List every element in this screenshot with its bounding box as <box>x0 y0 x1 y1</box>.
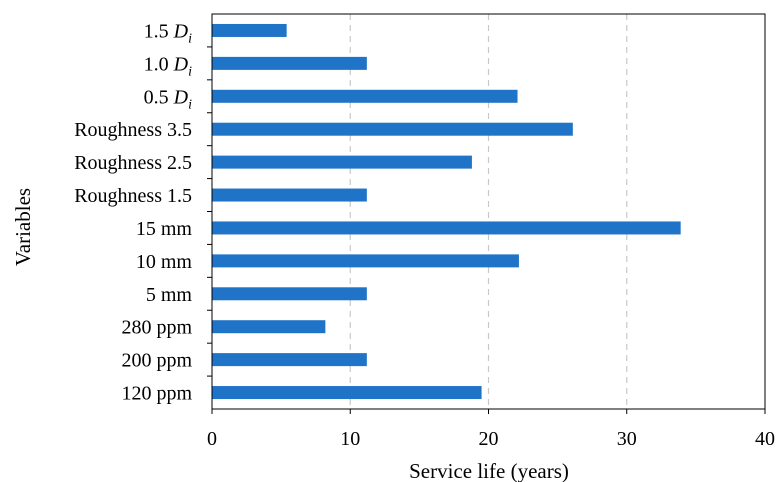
y-tick-label: Roughness 1.5 <box>74 185 192 207</box>
x-tick-labels: 0 10 20 30 40 <box>207 428 775 450</box>
bar-10 <box>212 353 367 367</box>
bar-6 <box>212 221 681 235</box>
x-tick-label: 40 <box>755 428 775 450</box>
y-tick-label: 0.5 Di <box>144 86 192 112</box>
x-tick-label: 20 <box>479 428 499 450</box>
bar-3 <box>212 122 573 136</box>
bar-1 <box>212 56 367 70</box>
x-tick-label: 30 <box>617 428 637 450</box>
bar-0 <box>212 23 287 37</box>
x-tick-label: 10 <box>340 428 360 450</box>
bar-2 <box>212 89 518 103</box>
y-tick-label: 1.0 Di <box>144 53 192 79</box>
y-tick-label: 120 ppm <box>121 383 192 405</box>
bar-7 <box>212 254 519 268</box>
bar-11 <box>212 386 482 400</box>
y-tick-label: 5 mm <box>146 284 193 306</box>
y-tick-label: 10 mm <box>136 251 193 273</box>
x-tick-label: 0 <box>207 428 217 450</box>
y-tick-label: Roughness 3.5 <box>74 119 192 141</box>
bar-8 <box>212 287 367 301</box>
bar-5 <box>212 188 367 202</box>
y-tick-label: Roughness 2.5 <box>74 152 192 174</box>
y-tick-label: 15 mm <box>136 218 193 240</box>
x-axis-title: Service life (years) <box>409 459 569 482</box>
y-axis-title: Variables <box>11 188 35 266</box>
y-tick-label: 1.5 Di <box>144 20 192 46</box>
bars <box>212 23 681 400</box>
bar-4 <box>212 155 472 169</box>
bar-9 <box>212 320 326 334</box>
grid-lines <box>349 14 628 409</box>
y-tick-label: 280 ppm <box>121 317 192 339</box>
y-tick-labels: 1.5 Di 1.0 Di 0.5 Di Roughness 3.5 Roughness… <box>74 20 192 404</box>
y-tick-label: 200 ppm <box>121 350 192 372</box>
axes <box>207 13 766 414</box>
